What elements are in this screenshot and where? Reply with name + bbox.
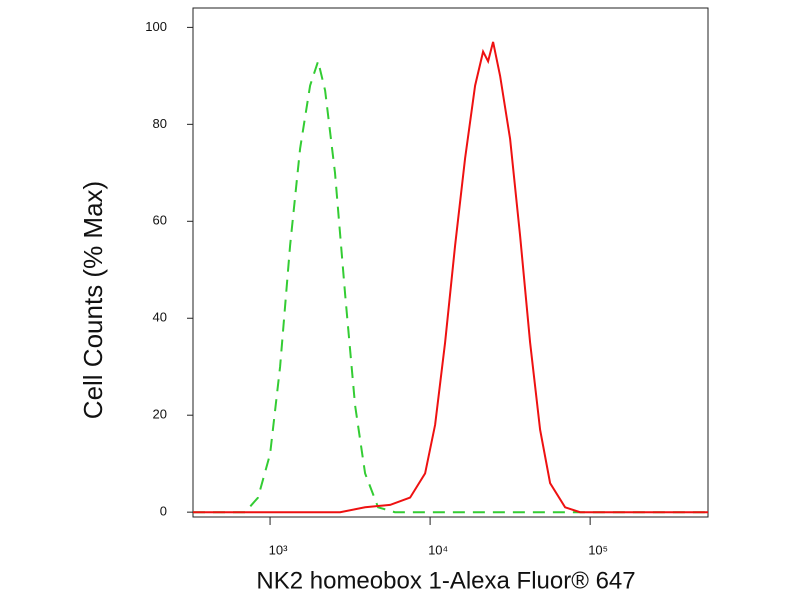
y-tick-label: 40: [153, 310, 167, 325]
y-tick-label: 100: [145, 19, 167, 34]
y-tick-label: 80: [153, 116, 167, 131]
x-tick-label: 10⁵: [588, 542, 608, 557]
plot-frame: [192, 7, 709, 518]
x-tick-label: 10⁴: [428, 542, 448, 557]
x-axis-label: NK2 homeobox 1-Alexa Fluor® 647: [256, 567, 635, 594]
histogram-line: [193, 57, 708, 514]
y-tick-label: 20: [153, 407, 167, 422]
y-tick-label: 0: [160, 504, 167, 519]
histogram-line: [193, 41, 708, 514]
y-tick-label: 60: [153, 213, 167, 228]
y-axis-label: Cell Counts (% Max): [78, 181, 108, 419]
x-tick-label: 10³: [269, 542, 288, 557]
